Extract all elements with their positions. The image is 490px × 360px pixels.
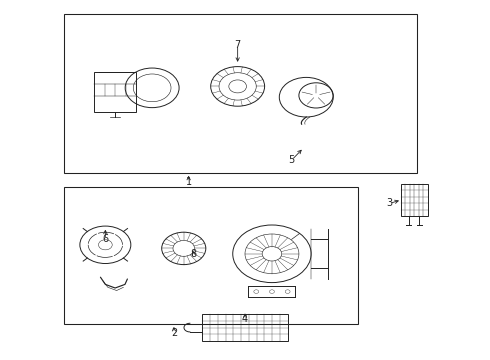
Bar [64,187,358,324]
Bar [401,184,427,216]
Text: 7: 7 [235,40,241,50]
Bar [64,14,416,173]
Text: 2: 2 [171,328,177,338]
Bar [94,72,136,112]
Text: 8: 8 [191,249,196,259]
Text: 4: 4 [242,314,248,324]
Text: 3: 3 [387,198,392,208]
Text: 6: 6 [102,234,108,244]
Bar [202,314,288,341]
Text: 1: 1 [186,177,192,187]
Text: 5: 5 [289,155,294,165]
